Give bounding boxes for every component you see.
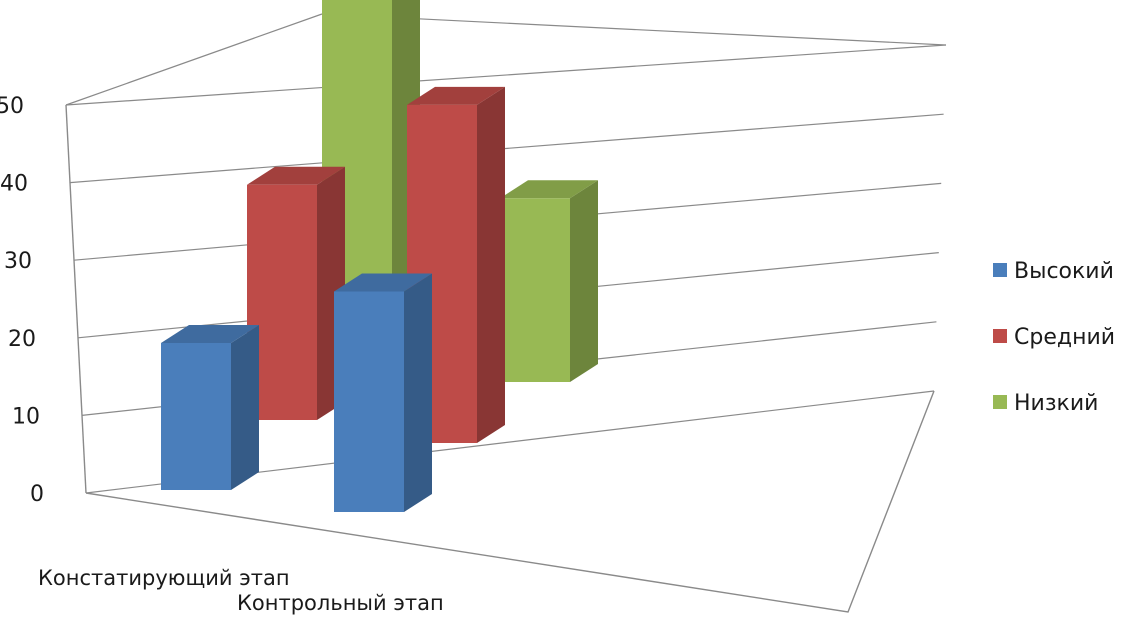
legend-label: Средний [1014,325,1115,350]
bar-side [570,180,598,382]
floor-edge [85,390,935,613]
bar [247,166,345,420]
y-axis-ticks: 0 10 20 30 40 50 [0,94,44,507]
gridline [69,113,944,184]
bars [161,0,598,512]
bar-top [407,86,505,105]
bar-top [334,273,432,292]
bar-front [247,184,317,420]
legend-swatch [993,263,1007,277]
bar-side [477,86,505,444]
bar-side [231,325,259,490]
y-tick-label: 40 [0,172,28,197]
wall-top-edge [65,13,323,106]
legend-swatch [993,395,1007,409]
legend: Высокий Средний Низкий [993,259,1115,416]
legend-item: Средний [993,325,1115,350]
y-tick-label: 0 [30,482,44,507]
bar [500,180,598,382]
bar-top [500,180,598,199]
bar [161,325,259,490]
legend-item: Низкий [993,391,1098,416]
bar [334,273,432,512]
bar-side [404,273,432,512]
legend-label: Низкий [1014,391,1098,416]
category-label: Контрольный этап [237,591,444,615]
y-tick-label: 10 [12,404,40,429]
wall-top-back [321,13,947,46]
bar-top [247,166,345,185]
y-tick-label: 30 [4,249,32,274]
bar-top [161,325,259,343]
category-label: Констатирующий этап [38,566,290,590]
legend-item: Высокий [993,259,1114,284]
y-tick-label: 20 [8,327,36,352]
y-tick-label: 50 [0,94,24,119]
gridline [65,44,947,106]
legend-swatch [993,329,1007,343]
legend-label: Высокий [1014,259,1114,284]
bar-front [334,291,404,512]
y-axis-line [65,104,87,494]
bar-front [500,198,570,382]
bar-front [161,343,231,490]
